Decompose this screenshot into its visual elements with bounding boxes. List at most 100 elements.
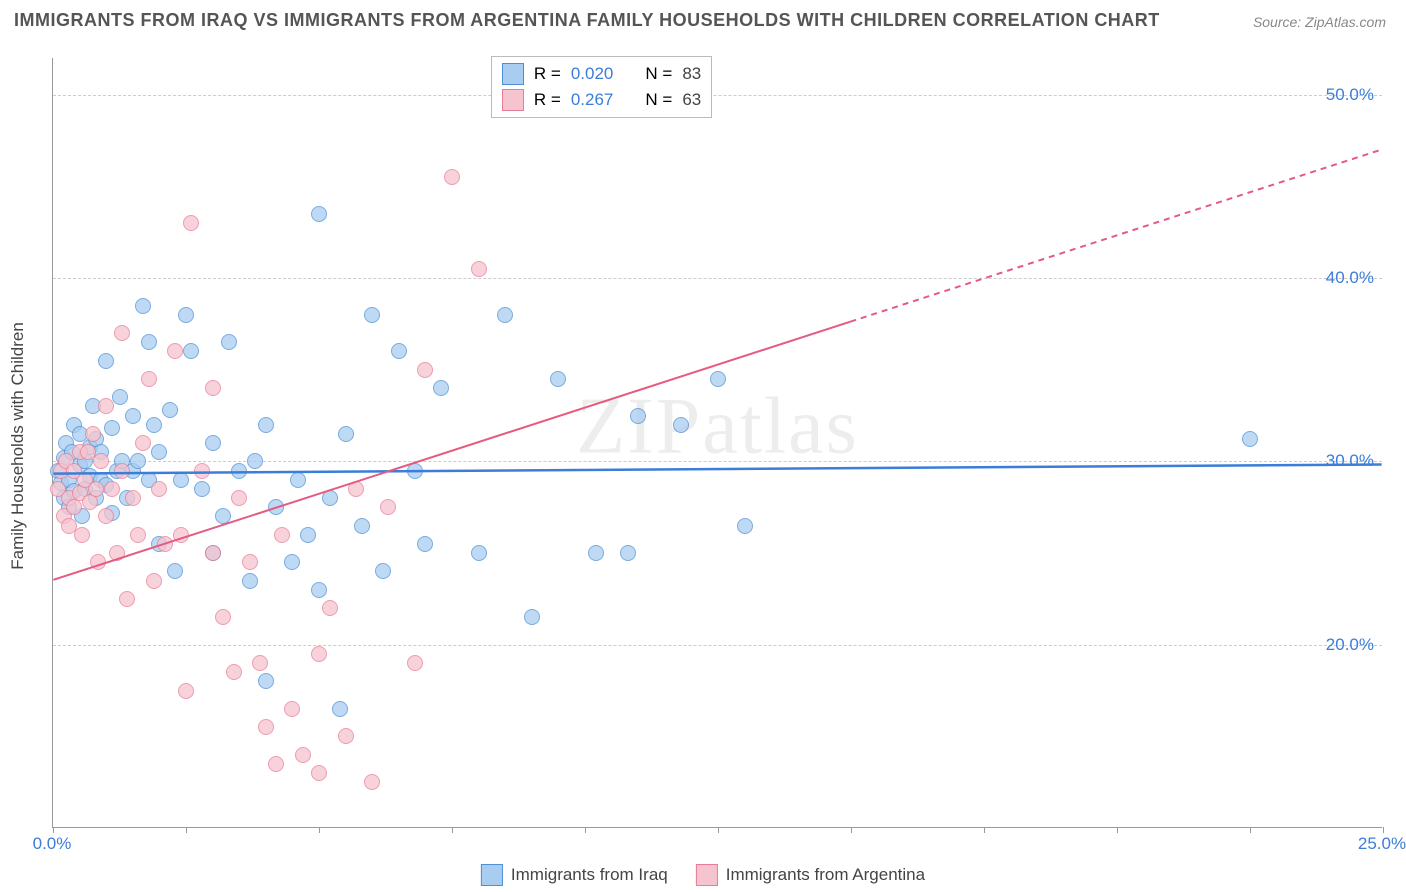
data-point [194, 481, 210, 497]
data-point [354, 518, 370, 534]
data-point [231, 490, 247, 506]
r-label: R = [534, 64, 561, 84]
data-point [151, 444, 167, 460]
data-point [66, 499, 82, 515]
data-point [550, 371, 566, 387]
data-point [146, 573, 162, 589]
trend-lines [53, 58, 1382, 827]
data-point [125, 408, 141, 424]
x-tick [1383, 827, 1384, 833]
data-point [407, 655, 423, 671]
data-point [157, 536, 173, 552]
data-point [205, 435, 221, 451]
data-point [433, 380, 449, 396]
x-tick-label: 25.0% [1358, 834, 1406, 854]
data-point [130, 527, 146, 543]
source-label: Source: ZipAtlas.com [1253, 14, 1386, 30]
data-point [215, 508, 231, 524]
legend-stats: R =0.020N =83R =0.267N =63 [491, 56, 712, 118]
data-point [417, 362, 433, 378]
data-point [268, 756, 284, 772]
x-tick [1250, 827, 1251, 833]
data-point [300, 527, 316, 543]
data-point [119, 591, 135, 607]
data-point [183, 215, 199, 231]
legend-label: Immigrants from Argentina [726, 865, 925, 885]
data-point [497, 307, 513, 323]
data-point [215, 609, 231, 625]
data-point [167, 343, 183, 359]
data-point [90, 554, 106, 570]
data-point [98, 353, 114, 369]
x-tick [319, 827, 320, 833]
data-point [407, 463, 423, 479]
data-point [322, 490, 338, 506]
data-point [173, 472, 189, 488]
data-point [151, 481, 167, 497]
data-point [74, 527, 90, 543]
data-point [231, 463, 247, 479]
legend-bottom: Immigrants from Iraq Immigrants from Arg… [481, 864, 925, 886]
y-axis-label: Family Households with Children [8, 322, 28, 570]
x-tick [53, 827, 54, 833]
swatch-icon [696, 864, 718, 886]
data-point [178, 683, 194, 699]
data-point [162, 402, 178, 418]
data-point [311, 206, 327, 222]
data-point [710, 371, 726, 387]
r-value: 0.267 [571, 90, 614, 110]
x-tick [452, 827, 453, 833]
x-tick [851, 827, 852, 833]
data-point [471, 261, 487, 277]
data-point [364, 307, 380, 323]
data-point [380, 499, 396, 515]
x-tick [984, 827, 985, 833]
data-point [114, 463, 130, 479]
watermark: ZIPatlas [576, 382, 859, 473]
legend-stat-row: R =0.020N =83 [502, 61, 701, 87]
r-value: 0.020 [571, 64, 614, 84]
data-point [167, 563, 183, 579]
data-point [311, 646, 327, 662]
data-point [112, 389, 128, 405]
data-point [252, 655, 268, 671]
data-point [338, 728, 354, 744]
data-point [205, 545, 221, 561]
legend-label: Immigrants from Iraq [511, 865, 668, 885]
data-point [338, 426, 354, 442]
data-point [88, 481, 104, 497]
legend-item-argentina: Immigrants from Argentina [696, 864, 925, 886]
data-point [284, 701, 300, 717]
data-point [98, 398, 114, 414]
data-point [242, 554, 258, 570]
data-point [258, 719, 274, 735]
data-point [173, 527, 189, 543]
data-point [311, 582, 327, 598]
data-point [104, 481, 120, 497]
n-label: N = [645, 64, 672, 84]
gridline [53, 278, 1382, 279]
data-point [183, 343, 199, 359]
data-point [141, 334, 157, 350]
data-point [114, 325, 130, 341]
data-point [391, 343, 407, 359]
y-tick-label: 40.0% [1326, 268, 1374, 288]
y-tick-label: 50.0% [1326, 85, 1374, 105]
data-point [85, 426, 101, 442]
data-point [364, 774, 380, 790]
data-point [274, 527, 290, 543]
data-point [268, 499, 284, 515]
n-label: N = [645, 90, 672, 110]
legend-stat-row: R =0.267N =63 [502, 87, 701, 113]
data-point [290, 472, 306, 488]
swatch-icon [502, 89, 524, 111]
x-tick-label: 0.0% [33, 834, 72, 854]
data-point [135, 435, 151, 451]
data-point [258, 417, 274, 433]
data-point [471, 545, 487, 561]
data-point [125, 490, 141, 506]
data-point [417, 536, 433, 552]
data-point [242, 573, 258, 589]
data-point [673, 417, 689, 433]
data-point [524, 609, 540, 625]
